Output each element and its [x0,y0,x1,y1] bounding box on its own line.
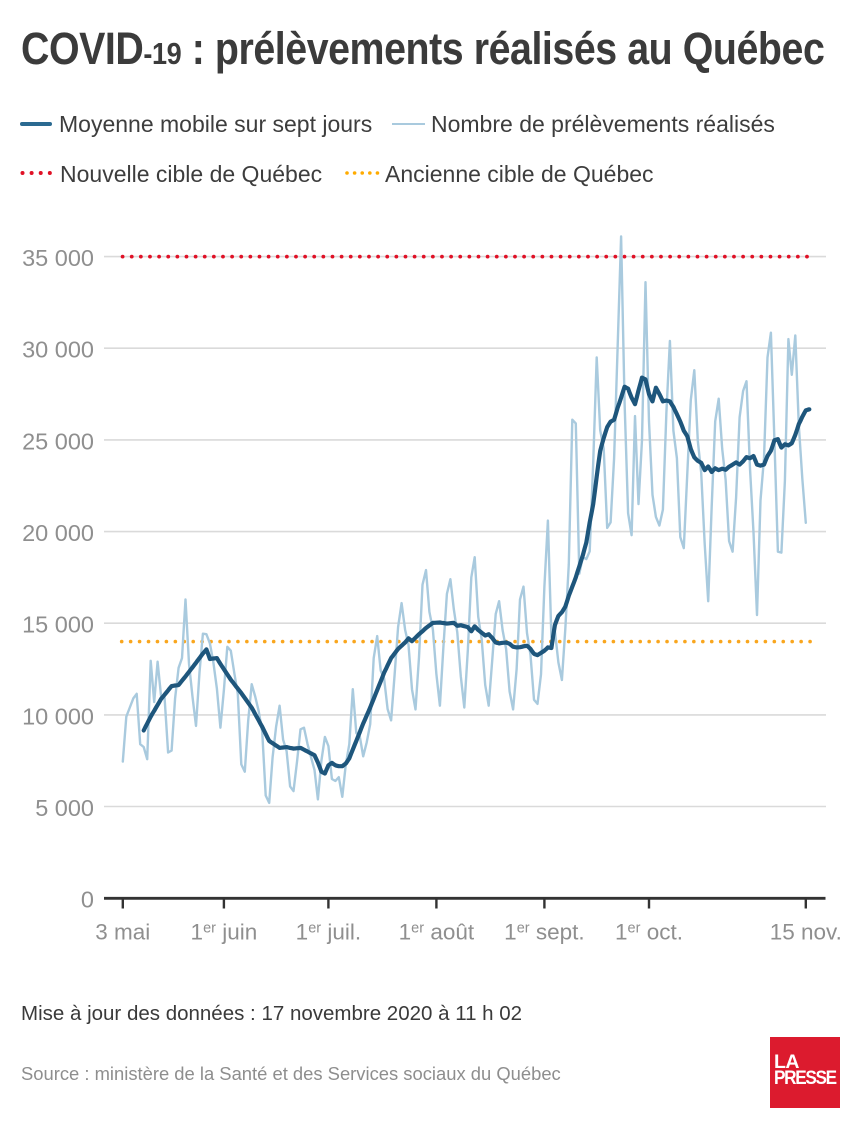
svg-text:15 000: 15 000 [22,612,94,638]
svg-text:1er juil.: 1er juil. [296,920,361,945]
svg-text:0: 0 [81,887,94,913]
svg-text:1er août: 1er août [399,920,475,945]
svg-text:1er sept.: 1er sept. [504,920,584,945]
svg-text:15 nov.: 15 nov. [770,920,842,945]
svg-text:1er oct.: 1er oct. [615,920,683,945]
svg-text:25 000: 25 000 [22,428,94,454]
svg-text:20 000: 20 000 [22,520,94,546]
svg-text:30 000: 30 000 [22,337,94,363]
svg-text:10 000: 10 000 [22,703,94,729]
svg-text:3 mai: 3 mai [95,920,150,945]
svg-text:5 000: 5 000 [35,795,94,821]
svg-text:35 000: 35 000 [22,245,94,271]
svg-text:1er juin: 1er juin [191,920,258,945]
